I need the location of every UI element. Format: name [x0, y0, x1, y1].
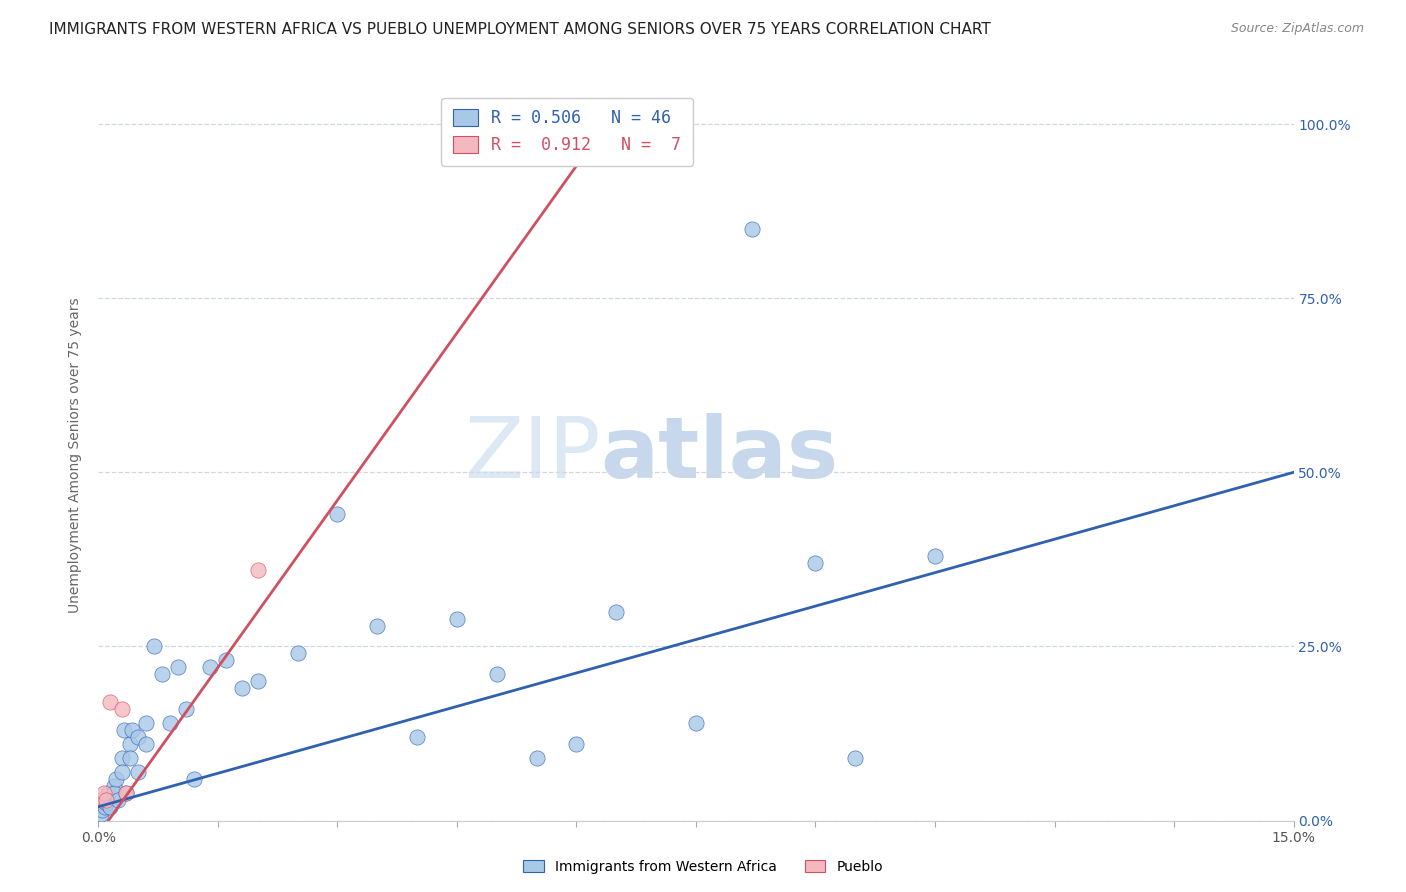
Legend: Immigrants from Western Africa, Pueblo: Immigrants from Western Africa, Pueblo	[516, 853, 890, 880]
Point	[91, 803, 114, 817]
Point	[127, 764, 149, 779]
Point	[159, 716, 181, 731]
Text: IMMIGRANTS FROM WESTERN AFRICA VS PUEBLO UNEMPLOYMENT AMONG SENIORS OVER 75 YEAR: IMMIGRANTS FROM WESTERN AFRICA VS PUEBLO…	[49, 22, 991, 37]
Point	[246, 674, 269, 689]
Point	[406, 730, 429, 744]
Point	[804, 556, 827, 570]
Point	[741, 221, 763, 235]
Point	[103, 779, 125, 793]
Point	[526, 751, 548, 765]
Point	[167, 660, 190, 674]
Point	[198, 660, 221, 674]
Point	[103, 786, 125, 800]
Point	[111, 764, 134, 779]
Point	[143, 640, 166, 654]
Point	[605, 605, 627, 619]
Point	[94, 799, 117, 814]
Point	[104, 772, 127, 786]
Point	[127, 730, 149, 744]
Point	[93, 786, 115, 800]
Point	[96, 793, 118, 807]
Point	[111, 702, 134, 716]
Point	[90, 806, 112, 821]
Point	[107, 793, 129, 807]
Point	[174, 702, 197, 716]
Point	[121, 723, 143, 737]
Point	[120, 751, 142, 765]
Point	[97, 786, 120, 800]
Point	[246, 563, 269, 577]
Text: Source: ZipAtlas.com: Source: ZipAtlas.com	[1230, 22, 1364, 36]
Point	[96, 796, 118, 810]
Point	[366, 618, 388, 632]
Point	[485, 667, 508, 681]
Point	[115, 786, 138, 800]
Point	[120, 737, 142, 751]
Point	[326, 507, 349, 521]
Legend: R = 0.506   N = 46, R =  0.912   N =  7: R = 0.506 N = 46, R = 0.912 N = 7	[441, 97, 693, 166]
Point	[98, 695, 122, 709]
Point	[685, 716, 707, 731]
Text: ZIP: ZIP	[464, 413, 600, 497]
Point	[565, 737, 588, 751]
Point	[90, 793, 112, 807]
Point	[287, 647, 309, 661]
Point	[115, 786, 138, 800]
Text: atlas: atlas	[600, 413, 838, 497]
Y-axis label: Unemployment Among Seniors over 75 years: Unemployment Among Seniors over 75 years	[69, 297, 83, 613]
Point	[98, 799, 122, 814]
Point	[844, 751, 866, 765]
Point	[183, 772, 205, 786]
Point	[215, 653, 238, 667]
Point	[96, 793, 118, 807]
Point	[112, 723, 135, 737]
Point	[446, 612, 468, 626]
Point	[231, 681, 253, 696]
Point	[150, 667, 173, 681]
Point	[135, 716, 157, 731]
Point	[111, 751, 134, 765]
Point	[135, 737, 157, 751]
Point	[924, 549, 946, 563]
